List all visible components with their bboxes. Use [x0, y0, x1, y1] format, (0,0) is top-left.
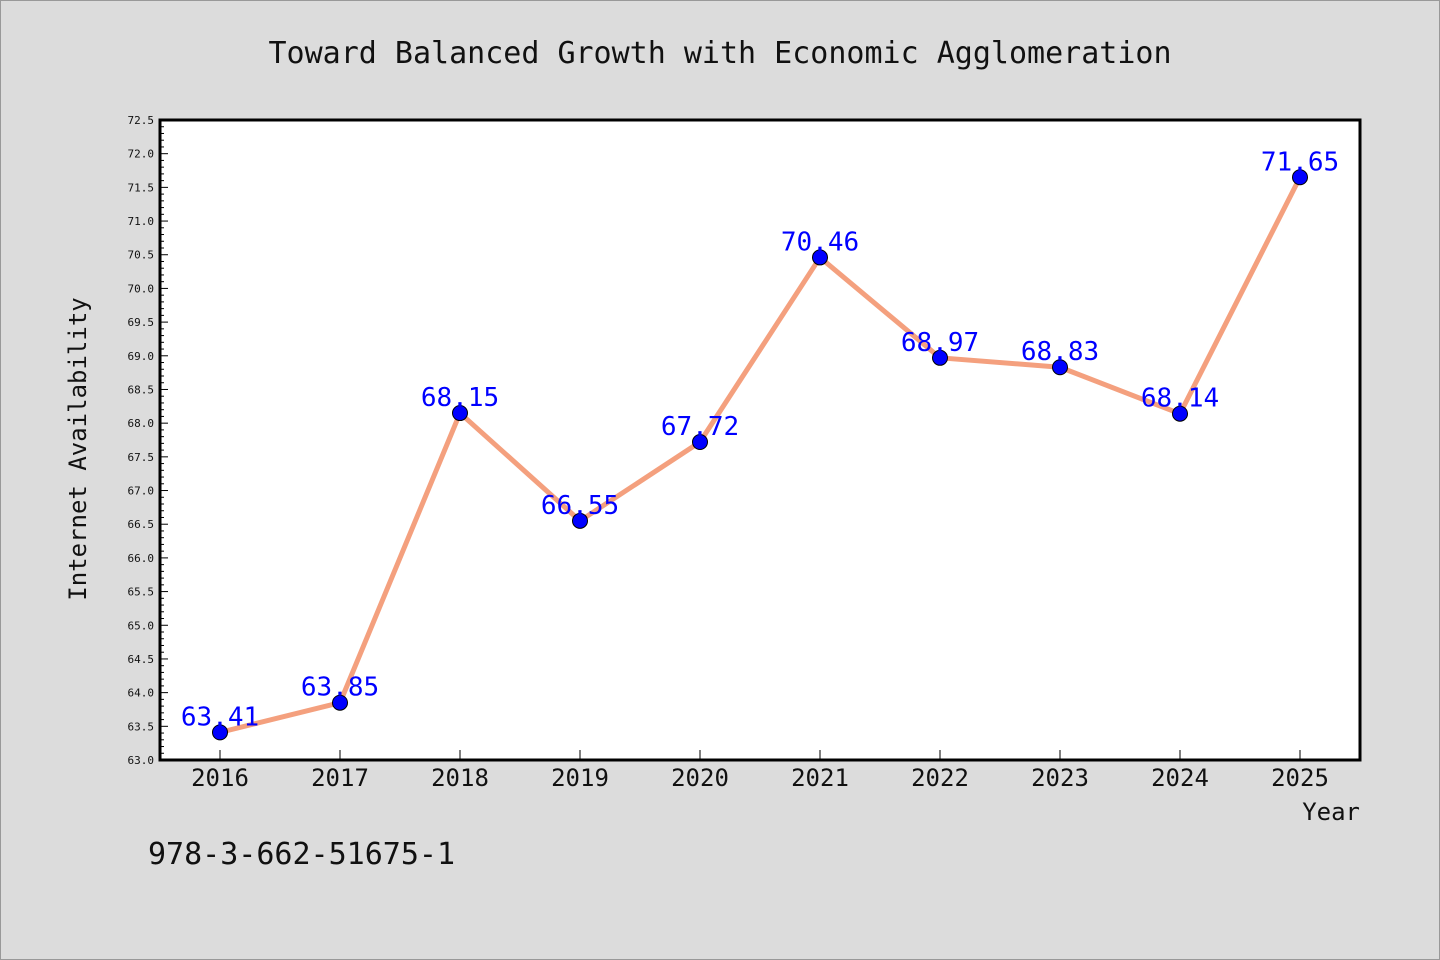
data-label: 68.97: [901, 328, 979, 358]
y-tick-label: 67.5: [128, 451, 155, 464]
y-tick-label: 66.0: [128, 552, 155, 565]
data-point: [452, 405, 468, 422]
y-tick-label: 67.0: [128, 485, 155, 498]
y-tick-label: 72.0: [128, 148, 155, 161]
data-label: 71.65: [1261, 147, 1339, 177]
x-tick-label: 2025: [1271, 764, 1329, 792]
y-tick-label: 65.5: [128, 586, 155, 599]
plot-area: [158, 118, 1362, 762]
data-point: [332, 694, 348, 711]
y-tick-label: 64.5: [128, 653, 155, 666]
y-tick-label: 72.5: [128, 114, 155, 127]
data-label: 68.15: [421, 383, 499, 413]
series-layer: [212, 169, 1308, 741]
x-tick-label: 2019: [551, 764, 609, 792]
x-axis-label: Year: [1302, 798, 1360, 826]
y-tick-label: 63.0: [128, 754, 155, 767]
data-label: 67.72: [661, 412, 739, 442]
y-axis-label: Internet Availability: [64, 297, 92, 600]
x-tick-label: 2016: [191, 764, 249, 792]
data-label: 63.85: [301, 673, 379, 703]
y-tick-label: 69.5: [128, 316, 155, 329]
x-tick-label: 2024: [1151, 764, 1209, 792]
x-axis: 2016 2017 2018 2019 2020 2021 2022 2023 2024 2025: [191, 750, 1329, 792]
y-tick-label: 71.5: [128, 181, 155, 194]
data-label: 70.46: [781, 227, 859, 257]
data-point: [932, 349, 948, 366]
data-point: [812, 249, 828, 266]
y-tick-label: 65.0: [128, 619, 155, 632]
y-tick-label: 64.0: [128, 687, 155, 700]
series-line: [217, 174, 1303, 735]
isbn-text: 978-3-662-51675-1: [148, 837, 455, 872]
x-tick-label: 2017: [311, 764, 369, 792]
data-label: 63.41: [181, 702, 259, 732]
x-tick-label: 2018: [431, 764, 489, 792]
y-tick-label: 70.5: [128, 249, 155, 262]
chart-title: Toward Balanced Growth with Economic Agg…: [268, 36, 1171, 71]
data-point: [1292, 169, 1308, 186]
data-point: [692, 434, 708, 451]
data-point: [572, 512, 588, 529]
data-point: [1052, 359, 1068, 376]
y-tick-label: 71.0: [128, 215, 155, 228]
x-tick-label: 2023: [1031, 764, 1089, 792]
data-point: [1172, 405, 1188, 422]
y-axis: 63.0 63.5 64.0 64.5 65.0 65.5 66.0 66.5 67.0 67.5…: [128, 114, 168, 767]
y-tick-label: 66.5: [128, 518, 155, 531]
y-tick-label: 68.0: [128, 417, 155, 430]
y-tick-label: 70.0: [128, 282, 155, 295]
x-tick-label: 2021: [791, 764, 849, 792]
data-label: 66.55: [541, 491, 619, 521]
data-label: 68.14: [1141, 384, 1219, 414]
x-tick-label: 2022: [911, 764, 969, 792]
data-point: [212, 724, 228, 741]
data-label: 68.83: [1021, 337, 1099, 367]
y-tick-label: 63.5: [128, 720, 155, 733]
y-tick-label: 69.0: [128, 350, 155, 363]
x-tick-label: 2020: [671, 764, 729, 792]
y-tick-label: 68.5: [128, 383, 155, 396]
data-labels: 63.41 63.85 68.15 66.55 67.72 70.46 68.97 68.83…: [181, 147, 1339, 732]
